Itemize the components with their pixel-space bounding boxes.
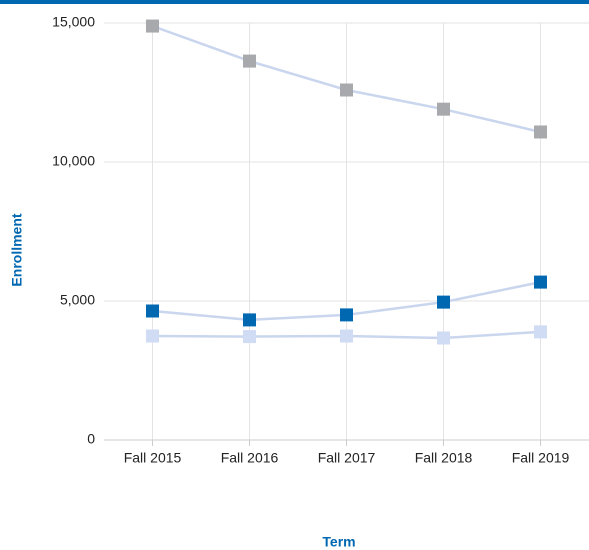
y-tick-label: 15,000 [52,14,95,30]
marker [243,313,256,327]
x-axis-title: Term [322,534,355,550]
marker [340,308,353,322]
x-tick-label: Fall 2019 [512,450,570,466]
x-tick-label: Fall 2016 [221,450,279,466]
marker [437,331,450,345]
y-tick-label: 5,000 [60,292,95,308]
marker [534,275,547,289]
x-tick-label: Fall 2017 [318,450,376,466]
y-tick-label: 10,000 [52,153,95,169]
marker [534,325,547,339]
top-bar [0,0,589,4]
marker [437,295,450,309]
marker [146,304,159,318]
marker [340,329,353,343]
marker [146,19,159,33]
marker [534,125,547,139]
y-tick-label: 0 [87,431,95,447]
marker [437,102,450,116]
x-tick-label: Fall 2018 [415,450,473,466]
marker [243,54,256,68]
marker [243,330,256,344]
marker [340,83,353,97]
marker [146,329,159,343]
x-tick-label: Fall 2015 [124,450,182,466]
y-axis-title: Enrollment [9,213,25,286]
